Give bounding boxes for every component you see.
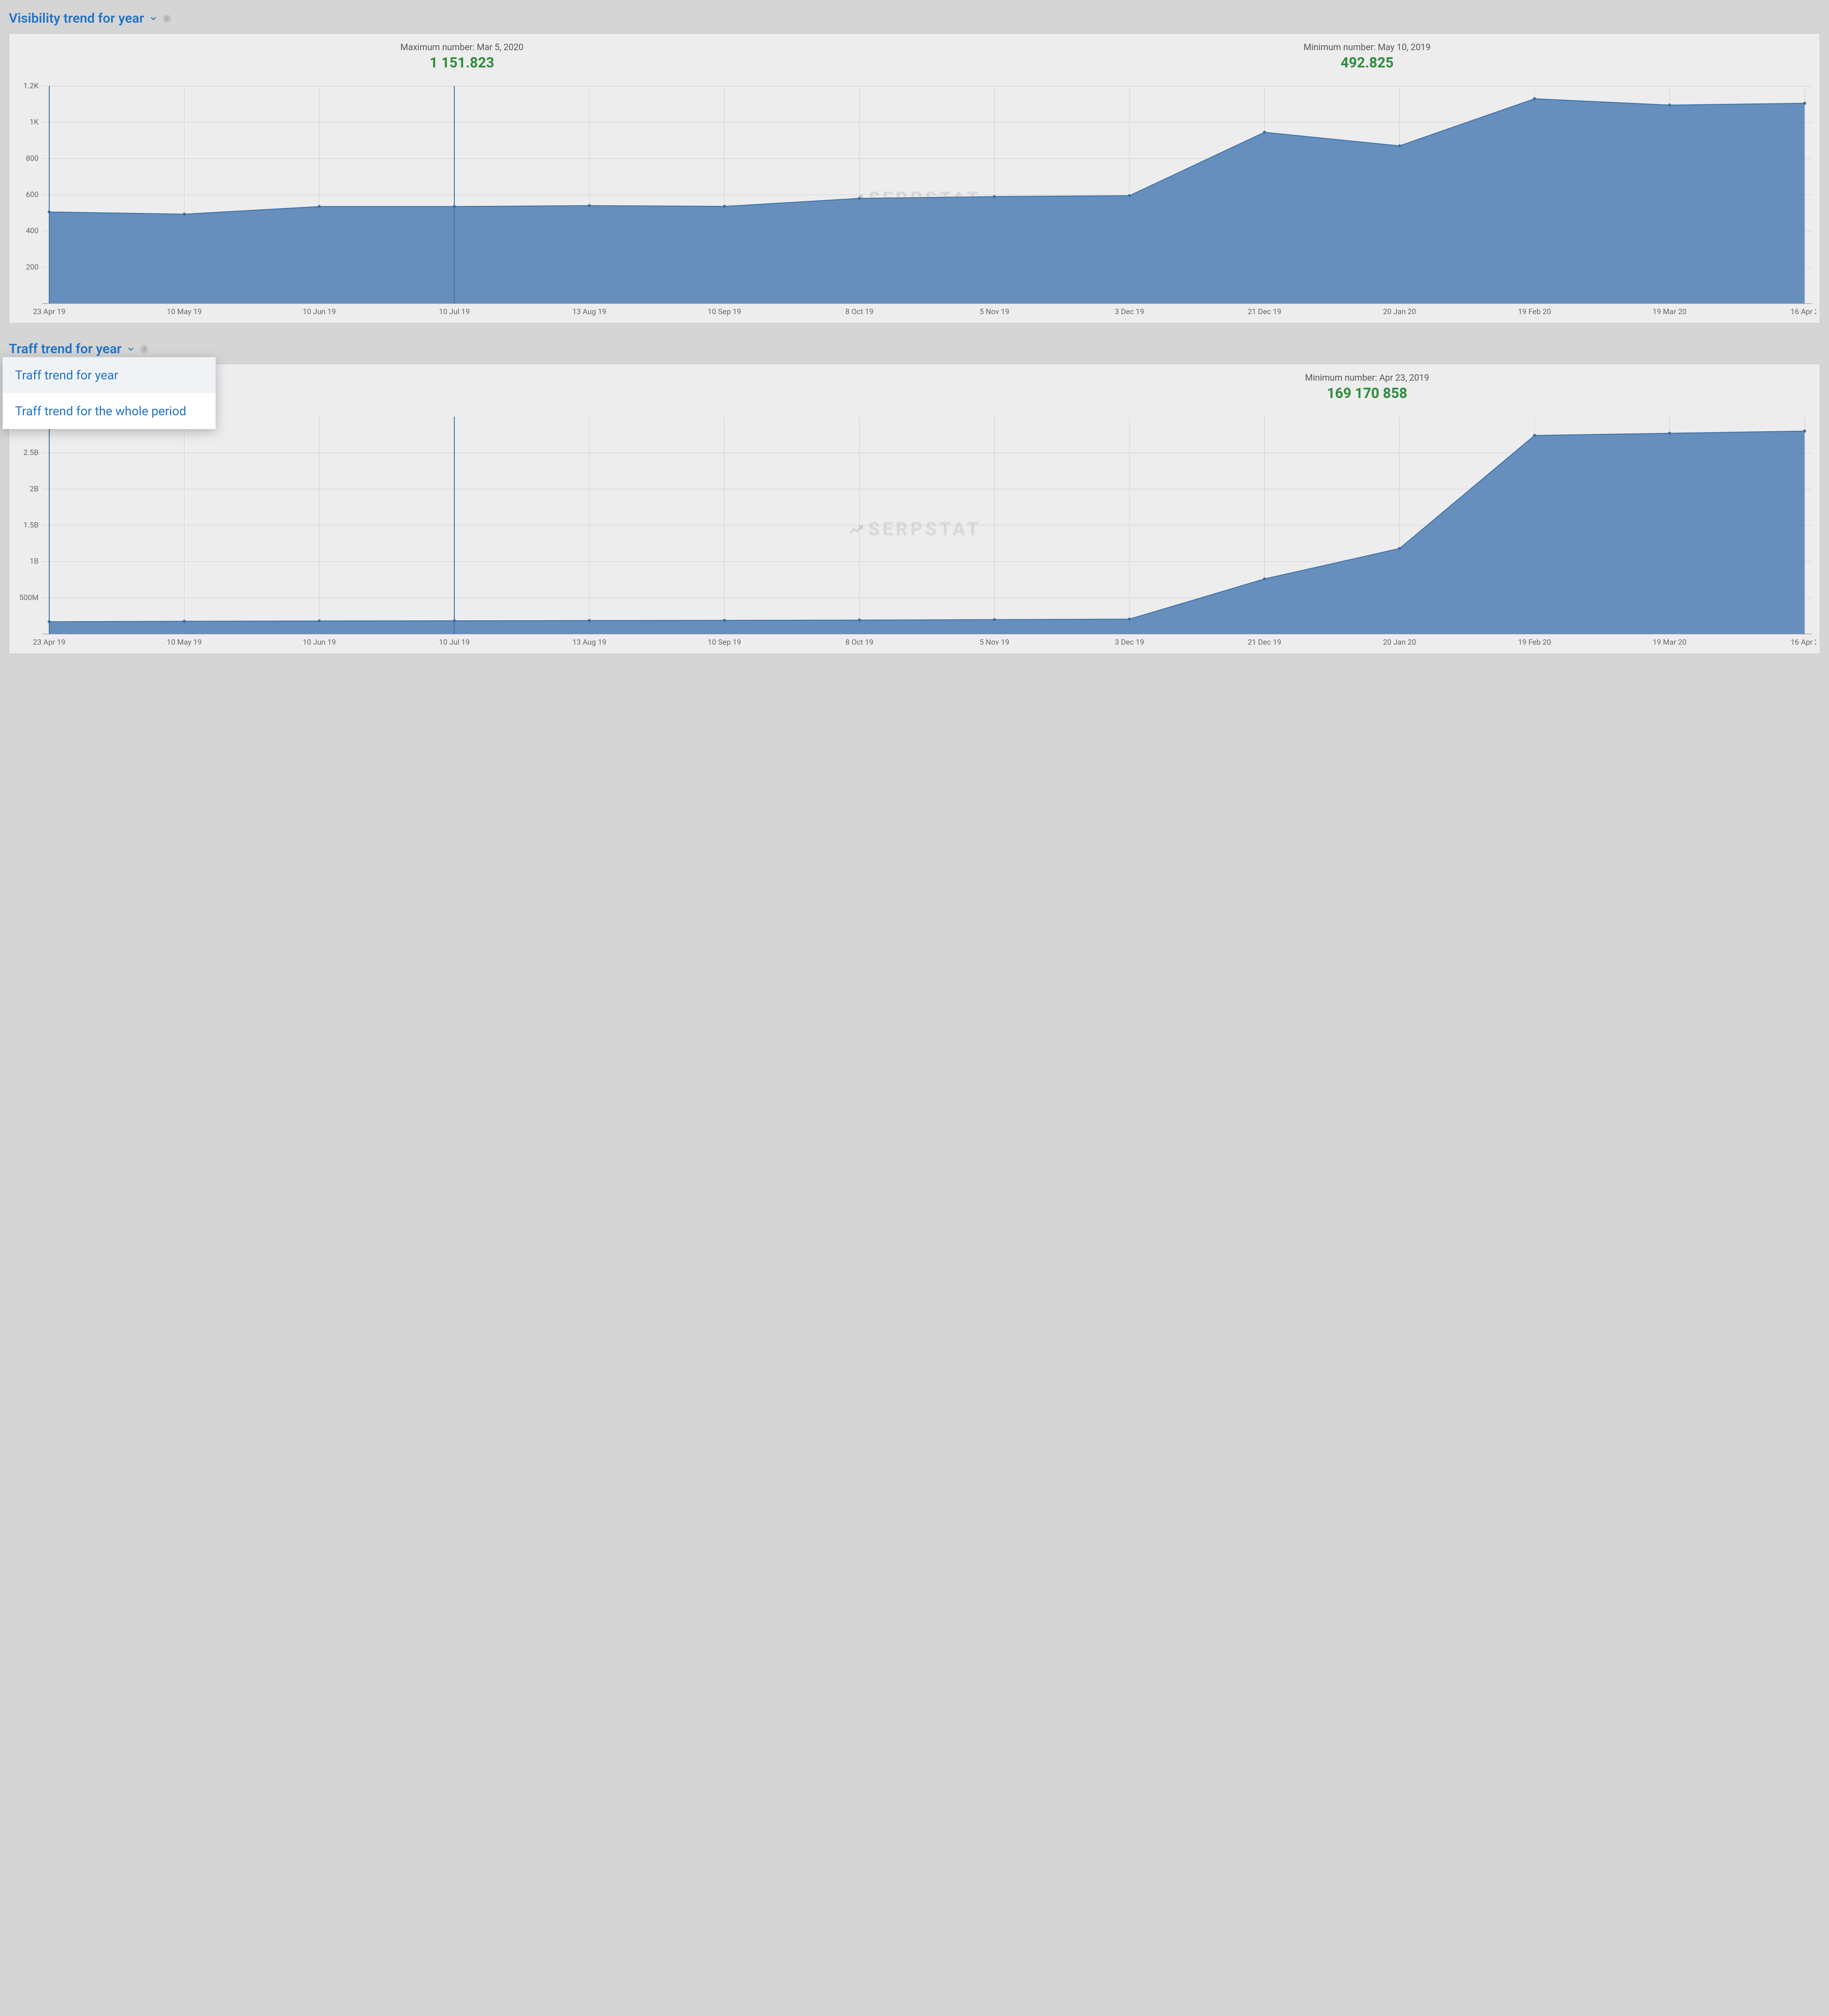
visibility-card: Maximum number: Mar 5, 2020 1 151.823 Mi… (9, 33, 1820, 323)
svg-text:500M: 500M (19, 593, 39, 602)
svg-text:8 Oct 19: 8 Oct 19 (846, 638, 873, 647)
svg-text:5 Nov 19: 5 Nov 19 (979, 307, 1009, 316)
svg-text:20 Jan 20: 20 Jan 20 (1383, 307, 1416, 316)
svg-text:16 Apr 2: 16 Apr 2 (1790, 307, 1816, 316)
svg-text:1K: 1K (30, 118, 39, 127)
svg-text:23 Apr 19: 23 Apr 19 (33, 307, 65, 316)
chart-svg: 200 400 600 800 1K 1.2K 23 Apr 19 10 May 19 10 J… (13, 80, 1816, 319)
stat-min-value: 169 170 858 (915, 385, 1820, 402)
svg-text:1B: 1B (30, 557, 39, 566)
svg-text:23 Apr 19: 23 Apr 19 (33, 638, 65, 647)
traff-chart: SERPSTAT 500M1B1.5B2B2.5B23 Apr 1910 May… (9, 405, 1820, 654)
stat-min: Minimum number: Apr 23, 2019 169 170 858 (915, 372, 1820, 402)
svg-text:16 Apr 2: 16 Apr 2 (1790, 638, 1816, 647)
dropdown-item-year[interactable]: Traff trend for year (3, 357, 216, 393)
svg-text:19 Feb 20: 19 Feb 20 (1518, 307, 1551, 316)
svg-text:20 Jan 20: 20 Jan 20 (1383, 638, 1416, 647)
stat-max-value: 1 151.823 (9, 54, 915, 71)
svg-text:10 Jul 19: 10 Jul 19 (439, 307, 470, 316)
chevron-down-icon[interactable] (149, 15, 157, 23)
svg-text:8 Oct 19: 8 Oct 19 (846, 307, 873, 316)
stat-min-value: 492.825 (915, 54, 1820, 71)
stats-row: Maximum number: Mar 5, 2020 1 151.823 Mi… (9, 34, 1820, 75)
svg-text:3 Dec 19: 3 Dec 19 (1115, 638, 1144, 647)
traff-card: Minimum number: Apr 23, 2019 169 170 858… (9, 364, 1820, 654)
chevron-down-icon[interactable] (127, 345, 135, 353)
stat-min-label: Minimum number: Apr 23, 2019 (915, 372, 1820, 383)
svg-text:10 Jun 19: 10 Jun 19 (303, 638, 336, 647)
panel-title-text[interactable]: Visibility trend for year (9, 11, 144, 26)
svg-text:400: 400 (26, 227, 39, 236)
svg-text:2.5B: 2.5B (24, 449, 39, 457)
svg-text:10 Jun 19: 10 Jun 19 (303, 307, 336, 316)
visibility-chart: SERPSTAT 2004006008001K1.2K23 Apr 1910 M… (9, 75, 1820, 323)
info-icon[interactable]: i (163, 15, 171, 23)
svg-text:19 Mar 20: 19 Mar 20 (1652, 638, 1687, 647)
stat-max: Maximum number: Mar 5, 2020 1 151.823 (9, 42, 915, 71)
svg-text:13 Aug 19: 13 Aug 19 (572, 638, 606, 647)
svg-text:10 May 19: 10 May 19 (167, 307, 202, 316)
chart-svg: 500M 1B 1.5B 2B 2.5B 23 Apr 19 10 May 19 10 Jun… (13, 410, 1816, 650)
stat-min: Minimum number: May 10, 2019 492.825 (915, 42, 1820, 71)
svg-text:10 Jul 19: 10 Jul 19 (439, 638, 470, 647)
stats-row: Minimum number: Apr 23, 2019 169 170 858 (9, 364, 1820, 405)
svg-text:800: 800 (26, 154, 39, 163)
traff-dropdown: Traff trend for year Traff trend for the… (3, 357, 216, 429)
panel-title-traff: Traff trend for year i Traff trend for y… (9, 341, 1820, 357)
svg-text:2B: 2B (30, 484, 39, 493)
svg-text:21 Dec 19: 21 Dec 19 (1248, 307, 1282, 316)
svg-text:1.5B: 1.5B (24, 521, 39, 530)
svg-text:200: 200 (26, 263, 39, 272)
svg-text:21 Dec 19: 21 Dec 19 (1248, 638, 1282, 647)
svg-text:13 Aug 19: 13 Aug 19 (572, 307, 606, 316)
svg-text:19 Feb 20: 19 Feb 20 (1518, 638, 1551, 647)
svg-text:10 Sep 19: 10 Sep 19 (708, 638, 741, 647)
info-icon[interactable]: i (140, 345, 148, 353)
svg-text:10 May 19: 10 May 19 (167, 638, 202, 647)
stat-min-label: Minimum number: May 10, 2019 (915, 42, 1820, 52)
panel-title-text[interactable]: Traff trend for year (9, 341, 122, 357)
svg-text:600: 600 (26, 190, 39, 199)
svg-text:10 Sep 19: 10 Sep 19 (708, 307, 741, 316)
svg-text:19 Mar 20: 19 Mar 20 (1652, 307, 1687, 316)
panel-title-visibility: Visibility trend for year i (9, 11, 1820, 26)
svg-text:5 Nov 19: 5 Nov 19 (979, 638, 1009, 647)
stat-max-label: Maximum number: Mar 5, 2020 (9, 42, 915, 52)
svg-text:1.2K: 1.2K (24, 82, 39, 91)
dropdown-item-whole-period[interactable]: Traff trend for the whole period (3, 393, 216, 429)
svg-text:3 Dec 19: 3 Dec 19 (1115, 307, 1144, 316)
